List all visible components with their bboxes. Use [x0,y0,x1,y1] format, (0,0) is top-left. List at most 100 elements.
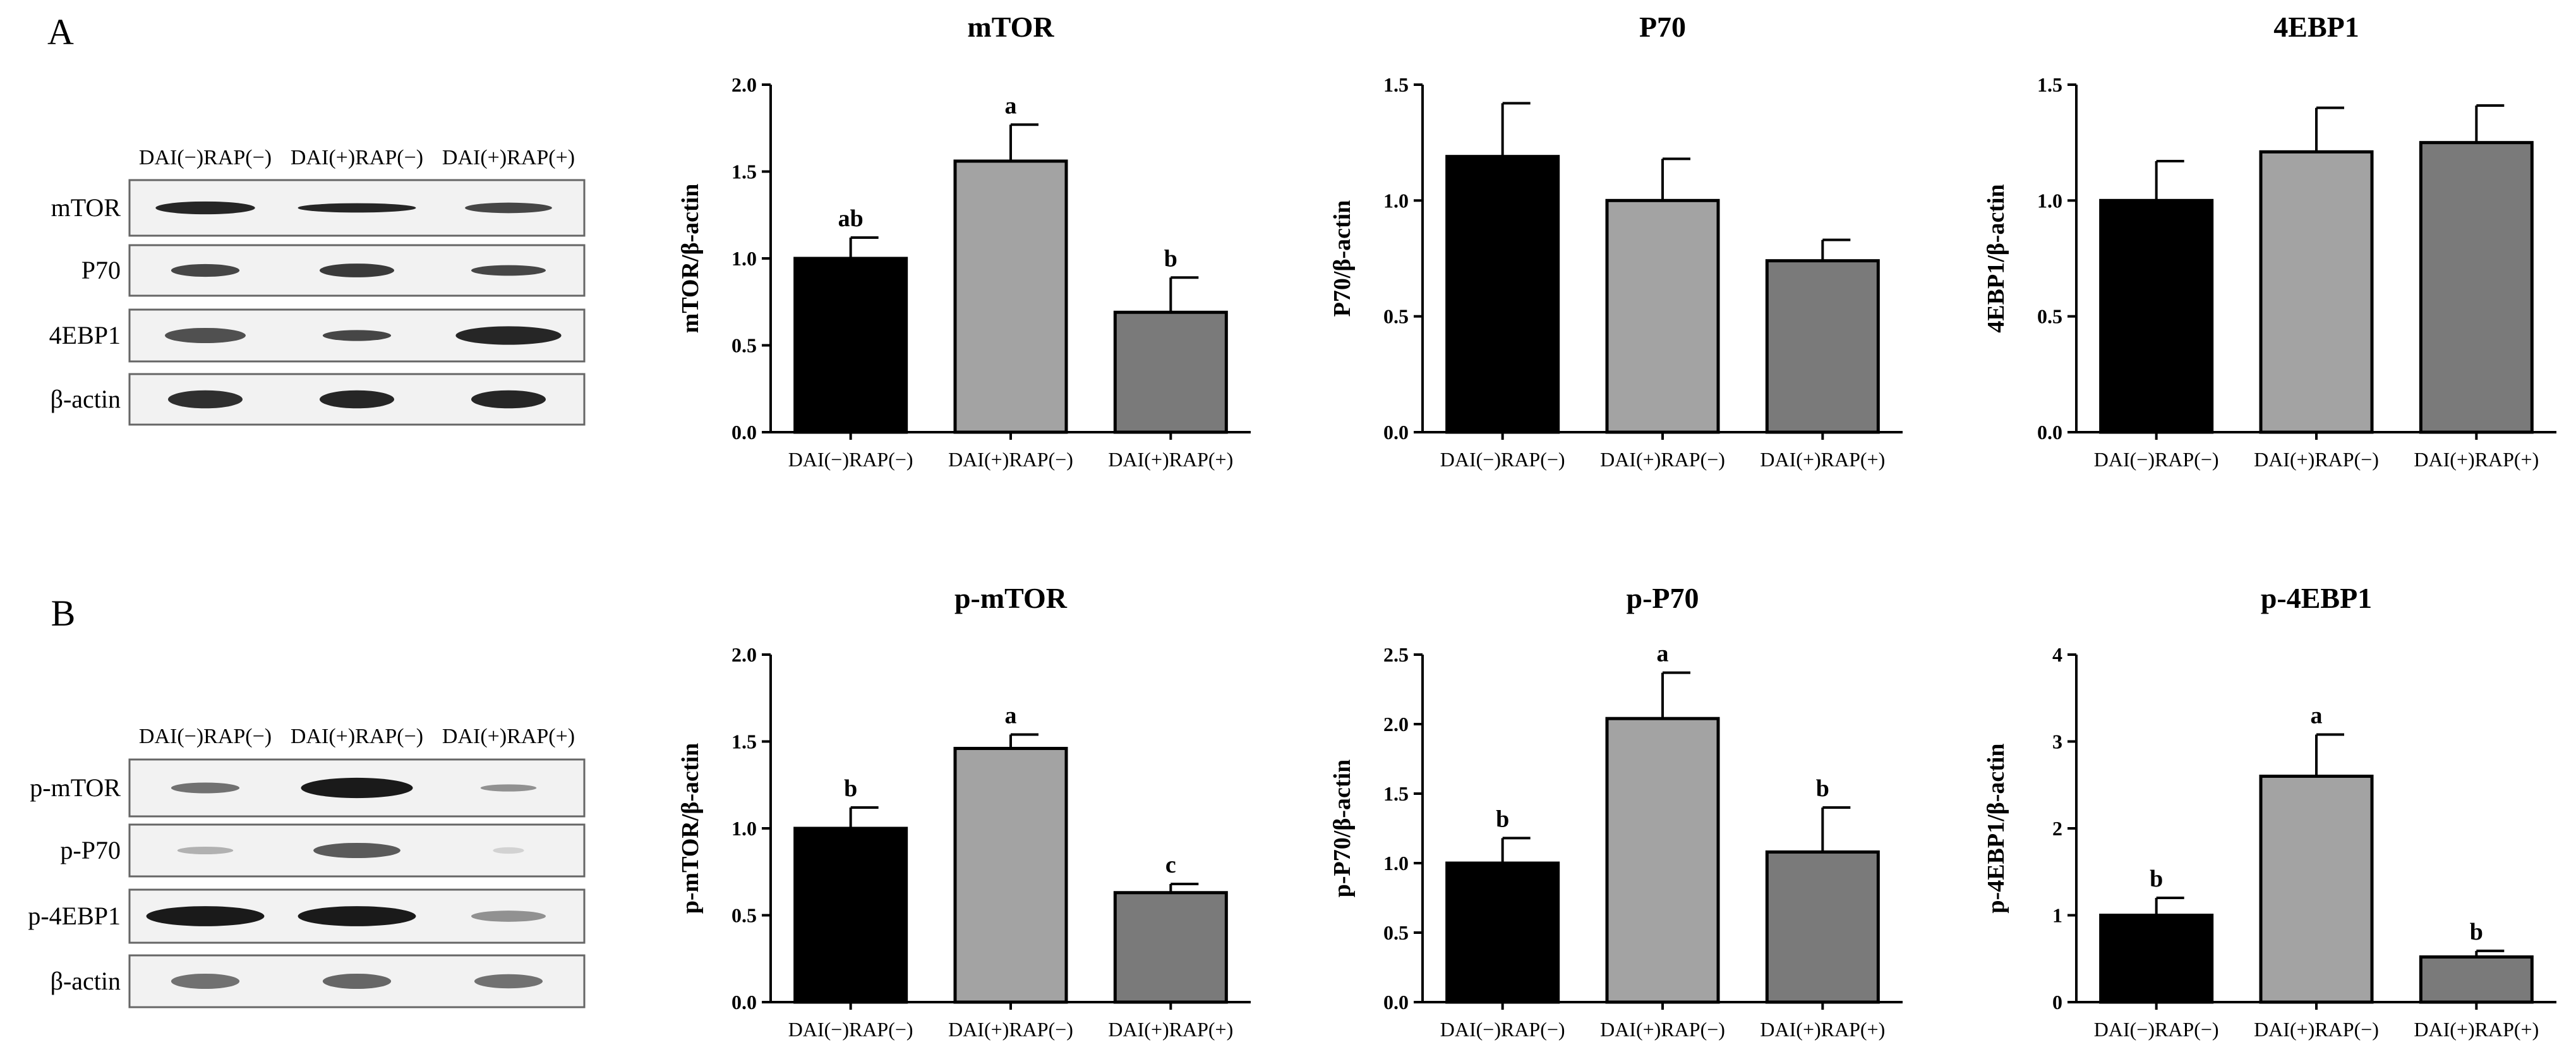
significance-letter: b [2150,866,2163,892]
blot-band [171,973,240,989]
significance-letter: c [1165,852,1176,878]
y-tick-label: 3 [2052,730,2062,753]
blot-band [155,201,255,215]
y-tick-label: 0.0 [1383,991,1409,1014]
blot-row-label: β-actin [51,385,121,413]
y-tick-label: 1.0 [1383,189,1409,212]
bar-1 [793,257,908,434]
y-tick-label: 0.5 [2037,305,2062,328]
x-tick-label: DAI(+)RAP(+) [1108,1018,1233,1041]
chart-title: mTOR [967,11,1054,43]
blot-band [319,390,395,409]
blot-band [165,327,246,344]
y-tick-label: 0.0 [731,991,757,1014]
panel-letter-a: A [47,11,74,52]
chart-title: p-mTOR [954,582,1068,614]
y-axis-label: P70/β-actin [1329,200,1356,317]
x-tick-label: DAI(+)RAP(−) [2254,1018,2379,1041]
significance-letter: a [1005,703,1017,729]
y-tick-label: 2.0 [731,643,757,666]
significance-letter: b [1816,775,1829,802]
blot-row-label: β-actin [51,967,121,995]
bar-2 [1605,198,1720,434]
chart-4ebp1: 4EBP1 4EBP1/β-actin 0.0 0.5 1.0 1.5 DAI(−)RAP(… [1983,11,2556,471]
y-tick-label: 1.5 [1383,782,1409,805]
blot-band [301,777,413,799]
chart-mtor: mTORmTOR/β-actin0.00.51.01.52.0abDAI(−)R… [677,11,1251,471]
blot-row-label: P70 [81,256,121,284]
blot-band [313,842,400,859]
blot-band [471,911,546,922]
bar-2 [953,159,1068,434]
bar-3 [1113,310,1228,434]
significance-letter: a [1005,92,1017,119]
bar-1 [793,826,908,1004]
bar-2 [1605,717,1720,1004]
bar-3 [1765,259,1880,434]
bar-2 [953,747,1068,1004]
blot-row-label: 4EBP1 [49,321,121,349]
x-tick-label: DAI(−)RAP(−) [2094,448,2219,471]
chart-p-mtor: p-mTOR p-mTOR/β-actin 0.0 0.5 1.0 1.5 2.0 b DAI(… [677,582,1251,1041]
y-tick-label: 1.5 [731,730,757,753]
x-tick-label: DAI(+)RAP(−) [1600,1018,1725,1041]
x-tick-label: DAI(+)RAP(−) [948,448,1073,471]
blot-lane-header: DAI(+)RAP(−) [291,146,423,169]
significance-letter: a [1657,641,1669,667]
blot-lane-header: DAI(+)RAP(−) [291,725,423,748]
bar-1 [1445,861,1560,1004]
y-axis-label: p-P70/β-actin [1329,759,1356,897]
blot-band [319,263,395,277]
bar-2 [2259,775,2374,1004]
bar-2 [2259,150,2374,434]
blot-band [177,846,234,855]
x-tick-label: DAI(+)RAP(+) [2414,1018,2539,1041]
blot-band [298,203,416,213]
x-tick-label: DAI(+)RAP(+) [1108,448,1233,471]
x-tick-label: DAI(+)RAP(+) [2414,448,2539,471]
y-tick-label: 2.0 [1383,713,1409,735]
chart-p70: P70 P70/β-actin 0.0 0.5 1.0 1.5 DAI(−)RAP(−) DA… [1329,11,1903,471]
y-tick-label: 0.5 [731,904,757,927]
y-tick-label: 2 [2052,817,2062,840]
blot-row-label: mTOR [51,193,121,222]
y-axis-label: mTOR/β-actin [677,184,704,334]
bar-3 [2419,955,2534,1004]
chart-title: p-4EBP1 [2261,582,2372,614]
x-tick-label: DAI(−)RAP(−) [2094,1018,2219,1041]
significance-letter: b [1164,245,1177,272]
y-tick-label: 1.0 [731,247,757,270]
panel-b-western-blot: DAI(−)RAP(−) DAI(+)RAP(−) DAI(+)RAP(+) p-mT… [28,725,586,1008]
bar-3 [1113,891,1228,1004]
y-tick-label: 2.5 [1383,643,1409,666]
y-tick-label: 1.0 [731,817,757,840]
blot-band [455,326,562,345]
chart-title: 4EBP1 [2273,11,2359,43]
blot-band [322,973,392,989]
blot-lane-header: DAI(−)RAP(−) [139,146,272,169]
y-tick-label: 1.0 [1383,852,1409,874]
x-tick-label: DAI(−)RAP(−) [1440,448,1565,471]
y-axis-label: p-mTOR/β-actin [677,743,704,914]
y-tick-label: 1.5 [731,160,757,183]
blot-row-label: p-P70 [60,836,121,864]
x-tick-label: DAI(+)RAP(+) [1760,1018,1885,1041]
bar-1 [1445,155,1560,434]
x-tick-label: DAI(−)RAP(−) [788,1018,913,1041]
x-tick-label: DAI(+)RAP(−) [2254,448,2379,471]
y-tick-label: 0.5 [1383,921,1409,944]
blot-band [474,974,543,989]
blot-lane-header: DAI(+)RAP(+) [442,146,575,169]
y-axis-label: 4EBP1/β-actin [1983,184,2009,332]
y-tick-label: 0.0 [1383,421,1409,444]
y-tick-label: 0.0 [731,421,757,444]
y-tick-label: 0.0 [2037,421,2062,444]
blot-band [480,784,537,792]
bar-1 [2099,914,2214,1004]
chart-p-p70: p-P70 p-P70/β-actin 0.0 0.5 1.0 1.5 2.0 2.5 b DAI… [1329,582,1903,1041]
x-tick-label: DAI(+)RAP(+) [1760,448,1885,471]
blot-band [171,782,240,794]
significance-letter: a [2311,703,2323,729]
blot-band [322,330,392,341]
bar-3 [2419,141,2534,434]
